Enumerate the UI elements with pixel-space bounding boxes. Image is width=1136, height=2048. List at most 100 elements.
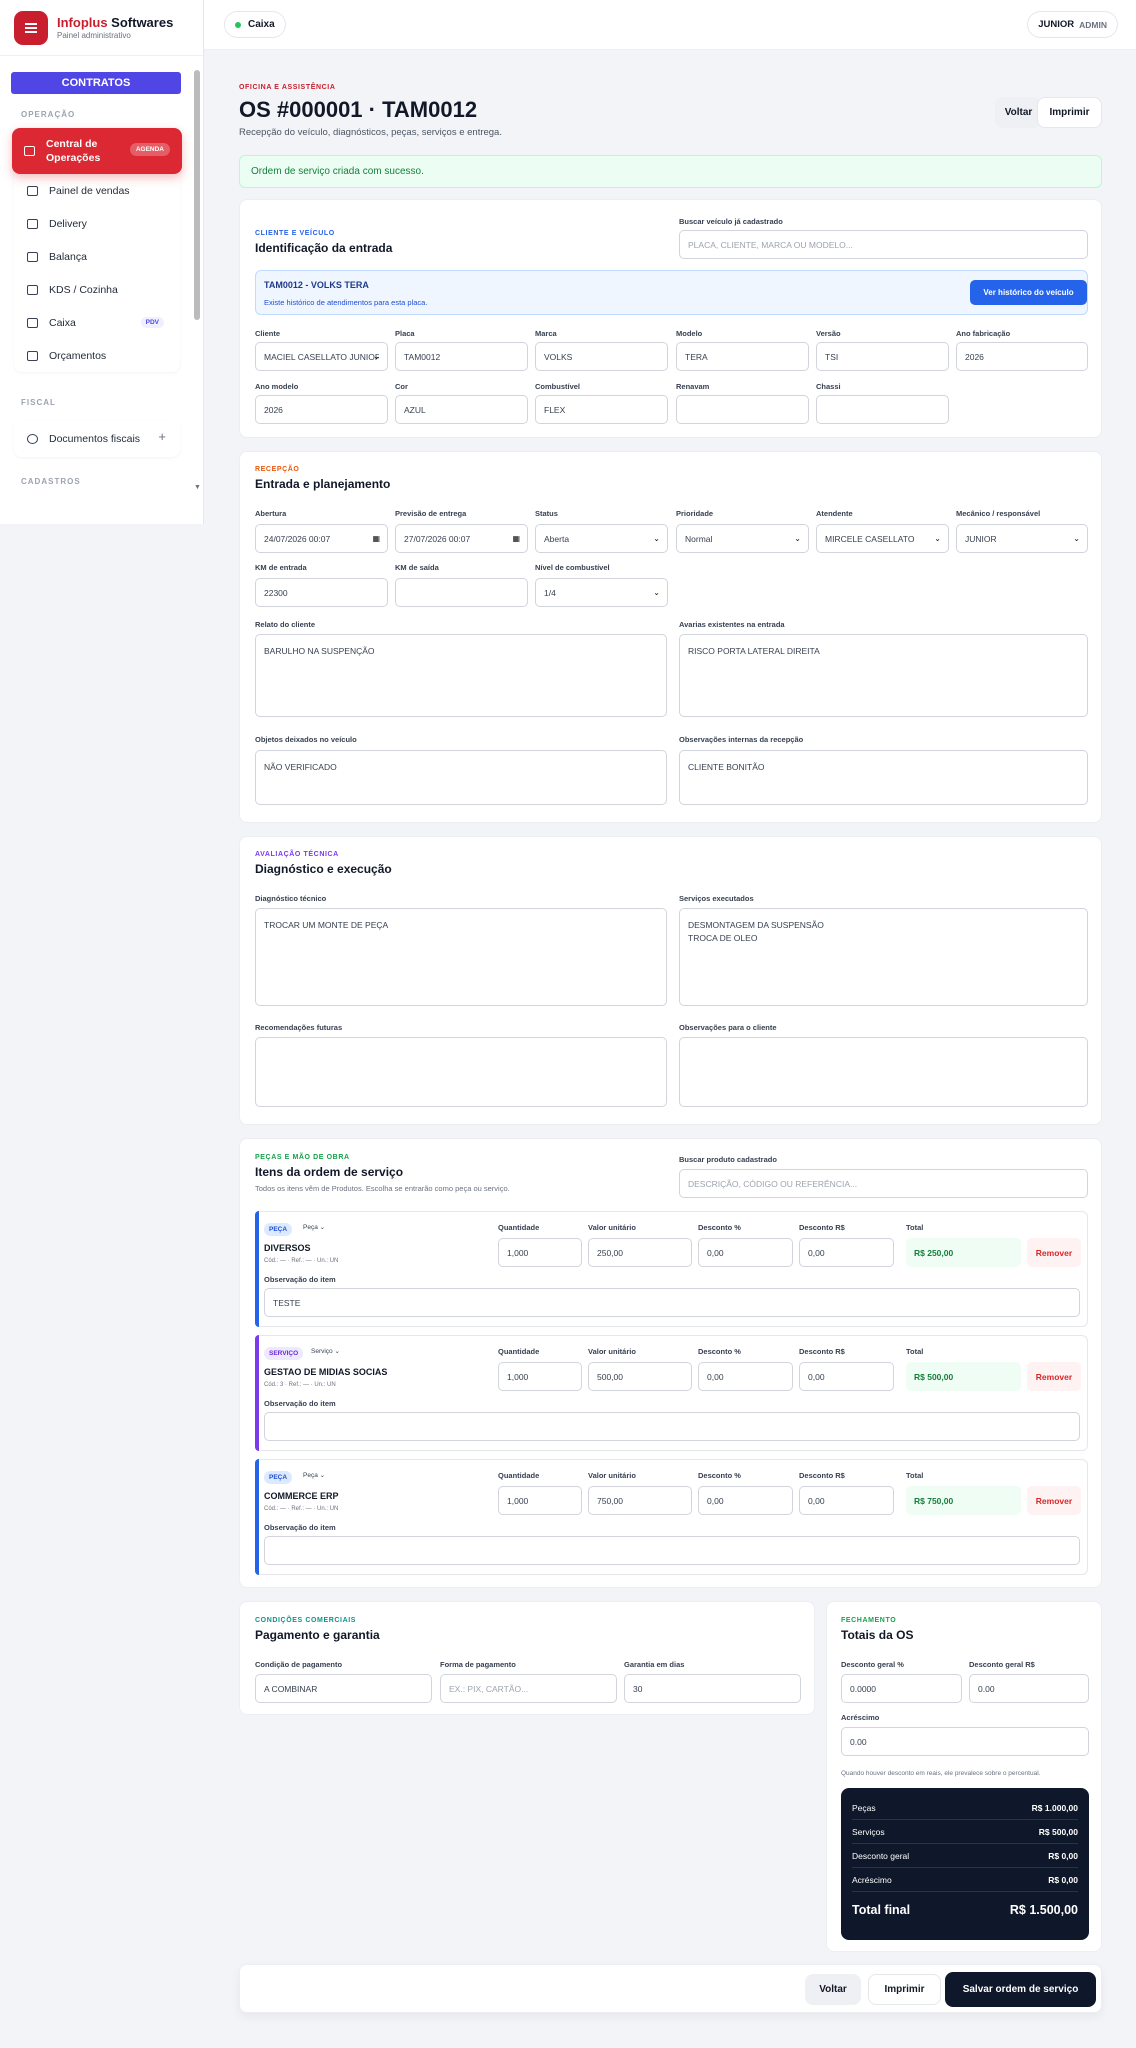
qtd-input[interactable]: 1,000: [498, 1238, 582, 1267]
mecanico-select[interactable]: JUNIOR ⌄: [956, 524, 1088, 553]
item-obs-input[interactable]: [264, 1536, 1080, 1565]
prioridade-select[interactable]: Normal ⌄: [676, 524, 809, 553]
items-card: PEÇAS E MÃO DE OBRA Itens da ordem de se…: [239, 1138, 1102, 1588]
discount-val-input[interactable]: 0,00: [799, 1486, 894, 1515]
item-meta: Cód.: — · Ref.: — · Un.: UN: [264, 1258, 339, 1264]
product-search-input[interactable]: DESCRIÇÃO, CÓDIGO OU REFERÊNCIA...: [679, 1169, 1088, 1198]
general-discount-val-input[interactable]: 0.00: [969, 1674, 1089, 1703]
unit-price-input[interactable]: 250,00: [588, 1238, 692, 1267]
sidebar-item-delivery[interactable]: Delivery: [14, 207, 180, 240]
diagnostico-textarea[interactable]: TROCAR UM MONTE DE PEÇA: [255, 908, 667, 1006]
discount-pct-input[interactable]: 0,00: [698, 1362, 793, 1391]
acrescimo-input[interactable]: 0.00: [841, 1727, 1089, 1756]
placa-input[interactable]: TAM0012: [395, 342, 528, 371]
unit-label: Valor unitário: [588, 1223, 636, 1232]
caixa-status-pill[interactable]: Caixa: [224, 11, 286, 38]
scroll-down-icon[interactable]: ▼: [194, 484, 201, 491]
item-name: DIVERSOS: [264, 1243, 311, 1253]
discount-val-input[interactable]: 0,00: [799, 1238, 894, 1267]
obs-cliente-textarea[interactable]: [679, 1037, 1088, 1107]
status-select[interactable]: Aberta ⌄: [535, 524, 668, 553]
unit-price-input[interactable]: 750,00: [588, 1486, 692, 1515]
renavam-input[interactable]: [676, 395, 809, 424]
abertura-label: Abertura: [255, 509, 287, 518]
discount-val-input[interactable]: 0,00: [799, 1362, 894, 1391]
history-title: TAM0012 - VOLKS TERA: [264, 280, 369, 290]
chassi-input[interactable]: [816, 395, 949, 424]
discount-pct-input[interactable]: 0,00: [698, 1238, 793, 1267]
ano-fabricacao-input[interactable]: 2026: [956, 342, 1088, 371]
list-item: PEÇA Peça ⌄ DIVERSOS Cód.: — · Ref.: — ·…: [255, 1211, 1088, 1327]
item-tag-badge: PEÇA: [264, 1223, 293, 1236]
discount-pct-label: Desconto %: [698, 1223, 741, 1232]
previsao-input[interactable]: 27/07/2026 00:07 ▦: [395, 524, 528, 553]
items-title: Itens da ordem de serviço: [255, 1165, 404, 1179]
save-order-button[interactable]: Salvar ordem de serviço: [945, 1972, 1096, 2007]
cor-input[interactable]: AZUL: [395, 395, 528, 424]
sidebar-item-kds[interactable]: KDS / Cozinha: [14, 273, 180, 306]
discount-pct-input[interactable]: 0,00: [698, 1486, 793, 1515]
nivel-combustivel-select[interactable]: 1/4 ⌄: [535, 578, 668, 607]
garantia-input[interactable]: 30: [624, 1674, 801, 1703]
caixa-label: Caixa: [248, 19, 275, 30]
item-type-select[interactable]: Serviço ⌄: [311, 1347, 340, 1355]
sidebar-item-caixa[interactable]: Caixa PDV: [14, 306, 180, 339]
item-type-select[interactable]: Peça ⌄: [303, 1471, 325, 1479]
remove-item-button[interactable]: Remover: [1027, 1238, 1081, 1267]
item-obs-input[interactable]: TESTE: [264, 1288, 1080, 1317]
versao-input[interactable]: TSI: [816, 342, 949, 371]
footer-actions: Voltar Imprimir Salvar ordem de serviço: [239, 1964, 1102, 2013]
menu-icon[interactable]: [14, 10, 48, 45]
success-alert: Ordem de serviço criada com sucesso.: [239, 155, 1102, 188]
qtd-input[interactable]: 1,000: [498, 1486, 582, 1515]
servicos-textarea[interactable]: DESMONTAGEM DA SUSPENSÃO TROCA DE OLEO: [679, 908, 1088, 1006]
item-obs-input[interactable]: [264, 1412, 1080, 1441]
sidebar-scrollbar[interactable]: [194, 70, 200, 320]
km-entrada-input[interactable]: 22300: [255, 578, 388, 607]
sidebar-item-orcamentos[interactable]: Orçamentos: [14, 339, 180, 372]
cliente-select[interactable]: MACIEL CASELLATO JUNIOR ⌄: [255, 342, 388, 371]
user-menu[interactable]: JUNIOR ADMIN: [1027, 11, 1118, 38]
footer-back-button[interactable]: Voltar: [805, 1974, 861, 2005]
qtd-input[interactable]: 1,000: [498, 1362, 582, 1391]
modelo-input[interactable]: TERA: [676, 342, 809, 371]
sidebar-item-documentos-fiscais[interactable]: Documentos fiscais +: [14, 421, 180, 457]
atendente-select[interactable]: MIRCELE CASELLATO ⌄: [816, 524, 949, 553]
marca-input[interactable]: VOLKS: [535, 342, 668, 371]
back-button[interactable]: Voltar: [995, 97, 1042, 128]
modelo-label: Modelo: [676, 329, 703, 338]
contratos-button[interactable]: CONTRATOS: [11, 72, 181, 94]
footer-print-button[interactable]: Imprimir: [868, 1974, 941, 2005]
sidebar-item-balanca[interactable]: Balança: [14, 240, 180, 273]
sidebar-item-painel-vendas[interactable]: Painel de vendas: [14, 174, 180, 207]
summary-label: Serviços: [852, 1826, 885, 1837]
plus-icon[interactable]: +: [158, 429, 166, 444]
calendar-icon[interactable]: ▦: [372, 534, 380, 543]
forma-input[interactable]: EX.: PIX, CARTÃO...: [440, 1674, 617, 1703]
item-type-value: Peça: [303, 1472, 318, 1479]
topbar: Caixa JUNIOR ADMIN: [204, 0, 1136, 50]
km-saida-input[interactable]: [395, 578, 528, 607]
combustivel-input[interactable]: FLEX: [535, 395, 668, 424]
item-type-select[interactable]: Peça ⌄: [303, 1223, 325, 1231]
ano-modelo-input[interactable]: 2026: [255, 395, 388, 424]
print-button[interactable]: Imprimir: [1037, 97, 1102, 128]
recomendacoes-textarea[interactable]: [255, 1037, 667, 1107]
relato-textarea[interactable]: BARULHO NA SUSPENÇÃO: [255, 634, 667, 717]
vehicle-history-button[interactable]: Ver histórico do veículo: [970, 280, 1087, 305]
obs-recepcao-textarea[interactable]: CLIENTE BONITÃO: [679, 750, 1088, 805]
sidebar-item-central[interactable]: Central de Operações AGENDA: [12, 128, 182, 174]
unit-price-input[interactable]: 500,00: [588, 1362, 692, 1391]
avarias-textarea[interactable]: RISCO PORTA LATERAL DIREITA: [679, 634, 1088, 717]
remove-item-button[interactable]: Remover: [1027, 1362, 1081, 1391]
condicao-input[interactable]: A COMBINAR: [255, 1674, 432, 1703]
cash-register-icon: [27, 317, 38, 328]
remove-item-button[interactable]: Remover: [1027, 1486, 1081, 1515]
vehicle-search-input[interactable]: PLACA, CLIENTE, MARCA OU MODELO...: [679, 230, 1088, 259]
abertura-input[interactable]: 24/07/2026 00:07 ▦: [255, 524, 388, 553]
vehicle-eyebrow: CLIENTE E VEÍCULO: [255, 230, 335, 237]
total-label: Total: [906, 1223, 924, 1232]
calendar-icon[interactable]: ▦: [512, 534, 520, 543]
general-discount-pct-input[interactable]: 0.0000: [841, 1674, 962, 1703]
objetos-textarea[interactable]: NÃO VERIFICADO: [255, 750, 667, 805]
